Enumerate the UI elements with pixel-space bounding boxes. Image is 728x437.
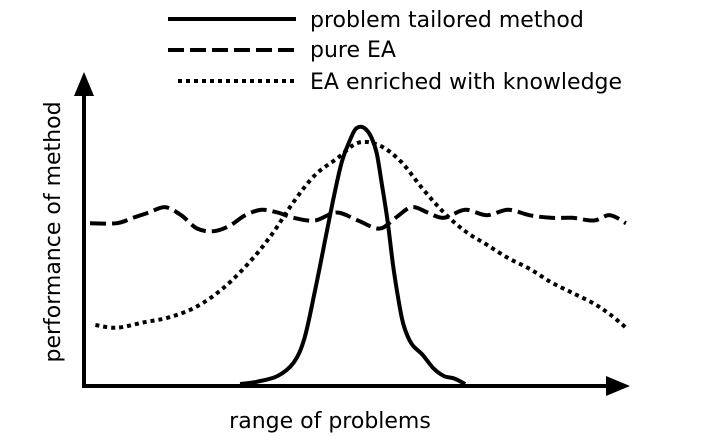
x-axis-arrowhead: [606, 376, 630, 396]
legend-item-problem-tailored-method: problem tailored method: [168, 8, 584, 33]
series-line-solid: [239, 124, 467, 386]
y-axis-label: performance of method: [41, 101, 66, 362]
legend-item-pure-ea: pure EA: [168, 38, 396, 63]
axes: [74, 72, 630, 396]
series-line-dotted: [95, 139, 628, 330]
y-axis-arrowhead: [74, 72, 94, 96]
series-line-dashed: [89, 205, 627, 234]
x-axis-label: range of problems: [229, 409, 431, 434]
legend-label: problem tailored method: [310, 8, 584, 33]
legend: problem tailored method pure EA EA enric…: [168, 8, 622, 95]
legend-label: pure EA: [310, 38, 396, 63]
legend-label: EA enriched with knowledge: [310, 70, 622, 95]
series-curves: [89, 124, 628, 386]
legend-item-ea-enriched: EA enriched with knowledge: [178, 70, 622, 95]
